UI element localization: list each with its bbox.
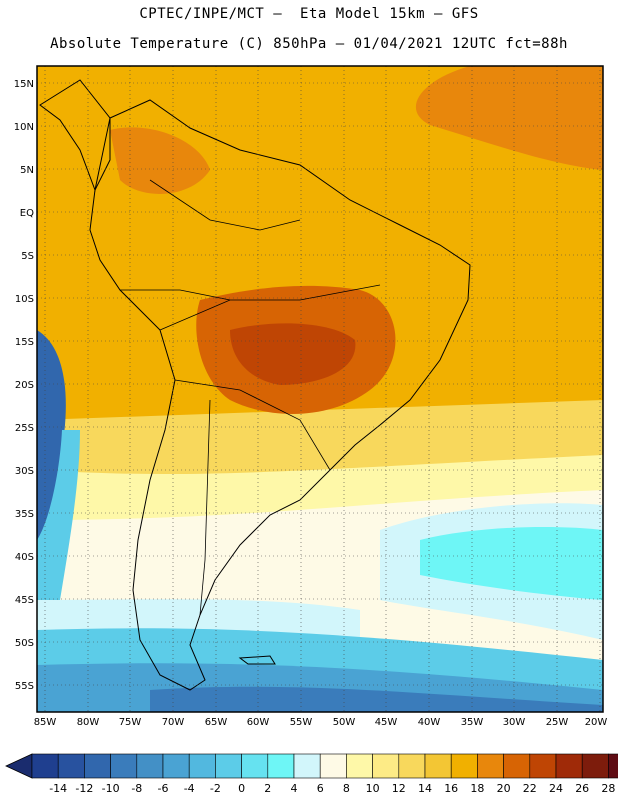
colorbar-label: 0 [238,782,245,795]
longitude-axis: 85W 80W 75W 70W 65W 60W 55W 50W 45W 40W … [34,717,608,728]
colorbar-label: 18 [470,782,484,795]
colorbar-cell [450,753,478,779]
colorbar-label: -10 [102,782,120,795]
colorbar-cell [372,753,400,779]
colorbar-label: 28 [601,782,615,795]
continental-hottest-core [230,323,356,385]
lat-label: 10S [15,294,34,305]
country-border [174,379,331,471]
lat-label: 55S [15,681,34,692]
colorbar-label: -8 [131,782,142,795]
colorbar-label: 14 [418,782,432,795]
country-border [149,179,301,231]
colorbar-label: 8 [343,782,350,795]
country-border [159,284,381,331]
lon-label: 35W [461,717,484,728]
colorbar-label: 12 [392,782,406,795]
country-border [199,399,211,616]
colorbar-cell [529,753,557,779]
colorbar-label: 6 [317,782,324,795]
chart-title-line1: CPTEC/INPE/MCT – Eta Model 15km – GFS [139,6,479,22]
colorbar-cell [267,753,295,779]
colorbar-cell [555,753,583,779]
lon-label: 25W [546,717,569,728]
colorbar-label: -4 [184,782,195,795]
lat-label: 30S [15,466,34,477]
colorbar-label: 24 [549,782,563,795]
malvinas-islands [238,655,276,665]
lon-label: 60W [247,717,270,728]
lon-label: 55W [290,717,313,728]
colorbar: -14 -12 -10 -8 -6 -4 -2 0 2 4 6 8 10 12 14 16 18 20 22 24 26… [5,753,618,795]
lon-label: 20W [585,717,608,728]
temperature-field [37,66,603,712]
lon-label: 75W [119,717,142,728]
colorbar-label: 10 [366,782,380,795]
colorbar-low-arrow [5,753,33,779]
lon-label: 40W [418,717,441,728]
country-border [120,289,231,301]
colorbar-label: 4 [291,782,298,795]
colorbar-cell [346,753,373,779]
lon-label: 45W [375,717,398,728]
colorbar-cell [31,753,59,779]
lat-label: 20S [15,380,34,391]
colorbar-label: 16 [444,782,458,795]
lat-label: 10N [14,122,34,133]
lon-label: 30W [503,717,526,728]
lon-label: 85W [34,717,57,728]
colorbar-label: 20 [497,782,511,795]
colorbar-cell [241,753,269,779]
colorbar-cell [319,753,347,779]
colorbar-label: 2 [264,782,271,795]
colorbar-cell [293,753,321,779]
lon-label: 65W [205,717,228,728]
latitude-axis: 15N 10N 5N EQ 5S 10S 15S 20S 25S 30S 35S… [14,79,34,692]
colorbar-label: 22 [523,782,537,795]
field-band-neg8 [150,686,603,712]
colorbar-cell [477,753,504,779]
lon-label: 70W [162,717,185,728]
lat-label: 45S [15,595,34,606]
colorbar-cell [110,753,138,779]
chart-title-line2: Absolute Temperature (C) 850hPa – 01/04/… [50,36,568,52]
colorbar-cell [84,753,111,779]
lat-label: 50S [15,638,34,649]
colorbar-label: 26 [575,782,589,795]
pacific-cool-band [37,430,80,600]
central-america-coastline [39,79,111,192]
colorbar-cell [424,753,452,779]
colorbar-label: -6 [158,782,169,795]
pacific-cold-tongue [37,330,66,560]
lat-label: 5N [20,165,34,176]
colorbar-label: -2 [210,782,221,795]
map-frame [36,65,604,713]
colorbar-cell [162,753,190,779]
colorbar-label: -14 [49,782,67,795]
lat-label: 15S [15,337,34,348]
colorbar-label: -12 [75,782,93,795]
colorbar-cell [503,753,531,779]
lat-label: 35S [15,509,34,520]
colorbar-cell [57,753,85,779]
colorbar-cell [215,753,242,779]
colorbar-cell [581,753,609,779]
colorbar-cell [188,753,216,779]
field-band-2 [420,527,603,600]
northern-warm-area [110,127,210,194]
lat-label: EQ [20,208,34,219]
lat-label: 40S [15,552,34,563]
lat-label: 15N [14,79,34,90]
lat-label: 5S [21,251,34,262]
lon-label: 50W [333,717,356,728]
colorbar-cell [398,753,426,779]
atlantic-warm-area [415,66,603,170]
colorbar-cell [608,753,618,779]
colorbar-cell [136,753,164,779]
lat-label: 25S [15,423,34,434]
lon-label: 80W [77,717,100,728]
